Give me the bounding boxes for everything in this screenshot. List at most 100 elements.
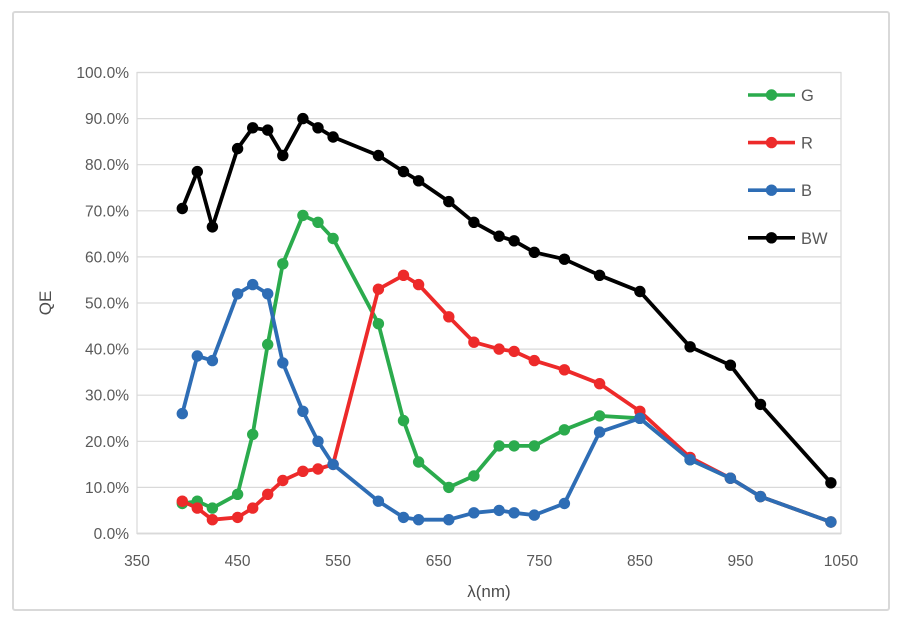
- series-g-marker: [277, 258, 289, 270]
- series-bw-marker: [443, 195, 455, 208]
- series-bw-marker: [206, 221, 219, 233]
- legend-marker-sample: [765, 136, 778, 149]
- series-b-marker: [825, 516, 837, 528]
- legend-marker-sample: [765, 232, 778, 244]
- series-r-marker: [593, 378, 606, 390]
- series-g-marker: [231, 488, 244, 500]
- series-r-marker: [443, 311, 455, 323]
- series-r-marker: [558, 364, 571, 376]
- series-r-marker: [191, 502, 203, 514]
- series-b-marker: [412, 514, 425, 526]
- legend-item-bw: BW: [748, 230, 828, 248]
- series-b-marker: [634, 412, 646, 424]
- series-bw-marker: [327, 131, 339, 143]
- series-r-marker: [231, 511, 244, 524]
- series-g-marker: [443, 481, 455, 494]
- series-b-marker: [312, 435, 324, 447]
- x-axis-title: λ(nm): [467, 582, 511, 601]
- series-r-marker: [508, 345, 520, 358]
- y-tick-label: 30.0%: [85, 388, 129, 405]
- series-r-marker: [262, 488, 274, 500]
- series-bw-marker: [231, 142, 244, 155]
- series-g-marker: [247, 428, 259, 441]
- series-bw-marker: [684, 341, 696, 353]
- series-b-marker: [397, 511, 410, 524]
- series-r-marker: [176, 495, 188, 507]
- series-g-marker: [297, 209, 309, 222]
- legend-item-r: R: [748, 135, 813, 153]
- series-bw-marker: [312, 122, 324, 134]
- series-g-marker: [372, 318, 385, 330]
- series-r-marker: [468, 336, 480, 348]
- series-bw-marker: [247, 122, 259, 134]
- y-tick-label: 20.0%: [85, 434, 129, 451]
- series-r-marker: [528, 354, 540, 367]
- series-b-marker: [262, 288, 274, 300]
- series-r-marker: [372, 283, 385, 295]
- series-b-marker: [247, 278, 259, 291]
- series-b-marker: [508, 507, 520, 519]
- y-tick-label: 90.0%: [85, 111, 129, 128]
- series-b-marker: [593, 426, 606, 438]
- y-tick-label: 70.0%: [85, 203, 129, 220]
- y-tick-label: 50.0%: [85, 296, 129, 313]
- series-g-marker: [397, 414, 410, 427]
- series-r-marker: [397, 269, 410, 281]
- x-axis-tick-labels: 350 450 550 650 750 850 950 1050: [124, 553, 859, 570]
- legend-label: R: [801, 135, 813, 153]
- y-tick-label: 10.0%: [85, 480, 129, 497]
- series-g-marker: [206, 502, 219, 514]
- x-tick-label: 850: [627, 553, 653, 570]
- series-r-marker: [277, 474, 289, 487]
- series-b-marker: [468, 507, 480, 519]
- series-bw-marker: [468, 216, 480, 228]
- series-b-marker: [754, 490, 767, 503]
- series-bw-marker: [493, 230, 505, 242]
- series-bw-marker: [508, 235, 520, 247]
- x-tick-label: 450: [225, 553, 251, 570]
- legend-item-b: B: [748, 182, 812, 200]
- series-r-marker: [247, 502, 259, 514]
- series-g-marker: [312, 216, 324, 228]
- series-bw-marker: [262, 124, 274, 136]
- series-b-marker: [684, 454, 696, 466]
- series-bw-marker: [634, 285, 646, 298]
- legend-marker-sample: [765, 89, 778, 101]
- plot-area-border: [136, 71, 842, 535]
- series-b-marker: [558, 497, 571, 510]
- series-b-marker: [176, 407, 188, 420]
- legend-marker-sample: [765, 184, 778, 196]
- series-bw-marker: [372, 149, 385, 162]
- y-tick-label: 80.0%: [85, 157, 129, 174]
- x-tick-label: 1050: [824, 553, 859, 570]
- series-bw-marker: [528, 246, 540, 258]
- series-g-marker: [262, 338, 274, 351]
- series-g-marker: [593, 410, 606, 422]
- x-tick-label: 750: [526, 553, 552, 570]
- series-b-marker: [493, 504, 505, 517]
- series-b-marker: [372, 495, 385, 507]
- series-g-marker: [412, 456, 425, 468]
- series-b: [176, 278, 837, 528]
- figure-border: [12, 11, 890, 611]
- series-b-line: [180, 282, 833, 524]
- series-b-marker: [528, 509, 540, 521]
- series-bw-marker: [754, 398, 767, 411]
- legend-label: BW: [801, 230, 828, 248]
- series-bw: [176, 112, 837, 489]
- series-g-marker: [528, 440, 540, 452]
- series-r-marker: [493, 343, 505, 355]
- y-tick-label: 60.0%: [85, 249, 129, 266]
- legend-label: B: [801, 182, 812, 200]
- y-axis-title: QE: [36, 290, 55, 316]
- series-b-marker: [191, 350, 203, 362]
- series-g-marker: [468, 470, 480, 482]
- series-r-marker: [206, 514, 219, 526]
- series-b-marker: [327, 458, 339, 471]
- y-tick-label: 100.0%: [76, 65, 129, 82]
- series-bw-line: [180, 116, 833, 485]
- legend-item-g: G: [748, 87, 814, 105]
- legend: G R B BW: [748, 87, 828, 248]
